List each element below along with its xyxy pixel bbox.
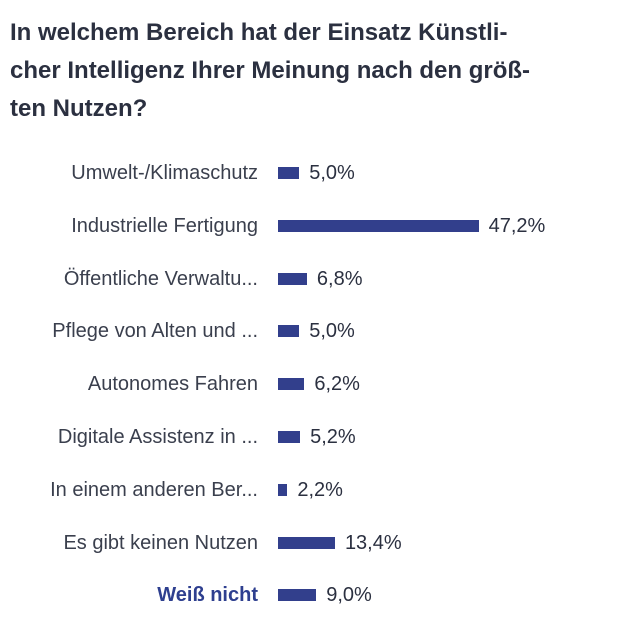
bar-row: Umwelt-/Klimaschutz 5,0% [0,153,636,193]
bar [278,431,301,443]
bar [278,378,305,391]
title-line-2: cher Intelligenz Ihrer Meinung nach den … [10,57,531,84]
bar-row: In einem anderen Ber... 2,2% [0,470,636,510]
bar-row: Digitale Assistenz in ... 5,2% [0,417,636,457]
bar-row: Es gibt keinen Nutzen 13,4% [0,523,636,563]
category-label: Digitale Assistenz in ... [57,426,258,448]
bar [278,589,317,602]
value-label: 2,2% [297,478,343,501]
category-label: Weiß nicht [157,584,258,607]
bar-row: Öffentliche Verwaltu... 6,8% [0,259,636,299]
value-label: 5,2% [310,426,356,448]
bar [278,167,300,179]
category-label: Pflege von Alten und ... [52,320,258,343]
value-label: 13,4% [344,531,402,554]
category-label: Es gibt keinen Nutzen [63,531,258,554]
value-label: 47,2% [488,214,546,237]
value-label: 9,0% [326,584,372,607]
bar-row: Weiß nicht 9,0% [0,575,636,615]
bar [278,536,335,549]
category-label: In einem anderen Ber... [50,478,258,501]
category-label: Umwelt-/Klimaschutz [71,162,258,184]
bar-row: Autonomes Fahren 6,2% [0,364,636,404]
title-line-3: ten Nutzen? [10,95,148,122]
category-label: Öffentliche Verwaltu... [63,267,258,290]
title-line-1: In welchem Bereich hat der Einsatz Künst… [10,19,508,46]
chart-title: In welchem Bereich hat der Einsatz Künst… [10,14,610,128]
value-label: 6,8% [316,267,363,290]
category-label: Autonomes Fahren [87,373,258,396]
value-label: 5,0% [309,320,355,343]
bar-row: Industrielle Fertigung 47,2% [0,206,636,246]
category-label: Industrielle Fertigung [71,214,258,237]
bar [278,483,288,496]
value-label: 5,0% [309,162,355,184]
bar [278,325,300,338]
bar [278,272,307,285]
bar-row: Pflege von Alten und ... 5,0% [0,311,636,351]
value-label: 6,2% [314,373,360,396]
bar [278,219,479,232]
